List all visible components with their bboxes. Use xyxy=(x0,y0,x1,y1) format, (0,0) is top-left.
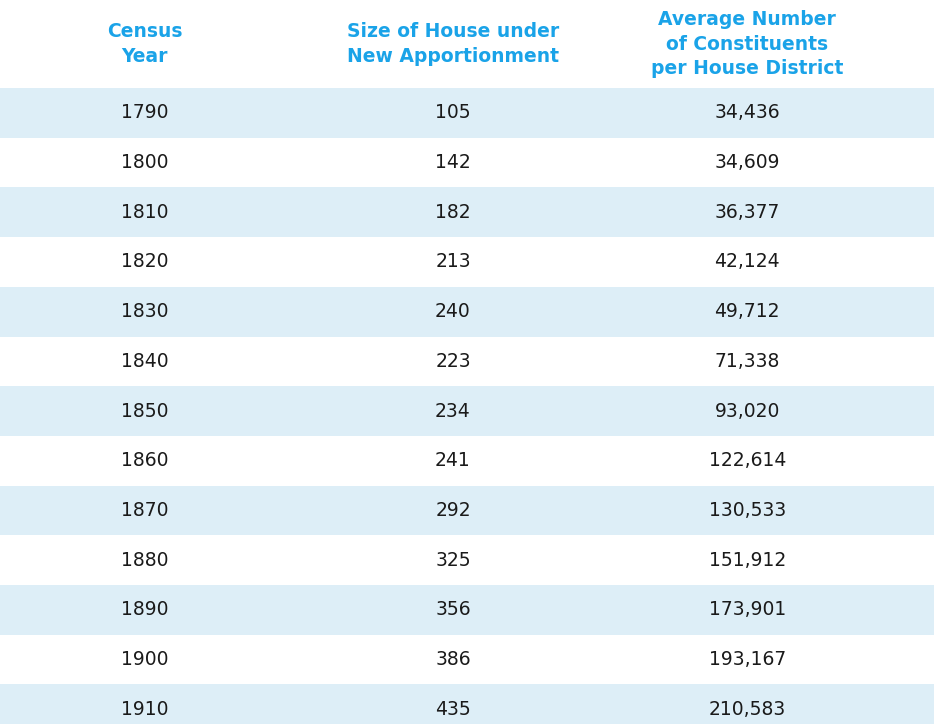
Text: 356: 356 xyxy=(435,600,471,619)
Text: 182: 182 xyxy=(435,203,471,222)
Text: 1860: 1860 xyxy=(121,451,168,471)
Bar xyxy=(0,635,934,684)
Text: 130,533: 130,533 xyxy=(709,501,785,520)
Text: 1880: 1880 xyxy=(121,551,168,570)
Text: 241: 241 xyxy=(435,451,471,471)
Bar xyxy=(0,684,934,724)
Bar xyxy=(0,436,934,486)
Text: 122,614: 122,614 xyxy=(709,451,785,471)
Bar xyxy=(0,138,934,188)
Bar xyxy=(0,337,934,386)
Text: 1790: 1790 xyxy=(121,104,168,122)
Text: 1910: 1910 xyxy=(121,700,168,719)
Text: Census
Year: Census Year xyxy=(107,22,182,66)
Text: 151,912: 151,912 xyxy=(709,551,785,570)
Bar xyxy=(0,486,934,535)
Bar xyxy=(0,188,934,237)
Text: 36,377: 36,377 xyxy=(715,203,780,222)
Text: 1840: 1840 xyxy=(121,352,168,371)
Text: 234: 234 xyxy=(435,402,471,421)
Text: 210,583: 210,583 xyxy=(709,700,785,719)
Text: 34,609: 34,609 xyxy=(715,153,780,172)
Text: 49,712: 49,712 xyxy=(715,302,780,321)
Text: 105: 105 xyxy=(435,104,471,122)
Text: 240: 240 xyxy=(435,302,471,321)
Bar xyxy=(0,535,934,585)
Text: 1850: 1850 xyxy=(121,402,168,421)
Text: 42,124: 42,124 xyxy=(715,253,780,272)
Text: 1900: 1900 xyxy=(121,650,168,669)
Text: 223: 223 xyxy=(435,352,471,371)
Bar xyxy=(0,287,934,337)
Bar xyxy=(0,0,934,88)
Text: 1890: 1890 xyxy=(121,600,168,619)
Text: 435: 435 xyxy=(435,700,471,719)
Text: 34,436: 34,436 xyxy=(715,104,780,122)
Bar xyxy=(0,585,934,635)
Text: 386: 386 xyxy=(435,650,471,669)
Text: 173,901: 173,901 xyxy=(709,600,785,619)
Text: 213: 213 xyxy=(435,253,471,272)
Text: Average Number
of Constituents
per House District: Average Number of Constituents per House… xyxy=(651,10,843,77)
Text: 193,167: 193,167 xyxy=(709,650,785,669)
Text: 93,020: 93,020 xyxy=(715,402,780,421)
Text: 142: 142 xyxy=(435,153,471,172)
Bar xyxy=(0,237,934,287)
Text: 1820: 1820 xyxy=(121,253,168,272)
Text: 292: 292 xyxy=(435,501,471,520)
Bar xyxy=(0,386,934,436)
Text: 1800: 1800 xyxy=(121,153,168,172)
Text: 1830: 1830 xyxy=(121,302,168,321)
Text: 71,338: 71,338 xyxy=(715,352,780,371)
Text: 1810: 1810 xyxy=(121,203,168,222)
Bar xyxy=(0,88,934,138)
Text: 1870: 1870 xyxy=(121,501,168,520)
Text: 325: 325 xyxy=(435,551,471,570)
Text: Size of House under
New Apportionment: Size of House under New Apportionment xyxy=(347,22,559,66)
